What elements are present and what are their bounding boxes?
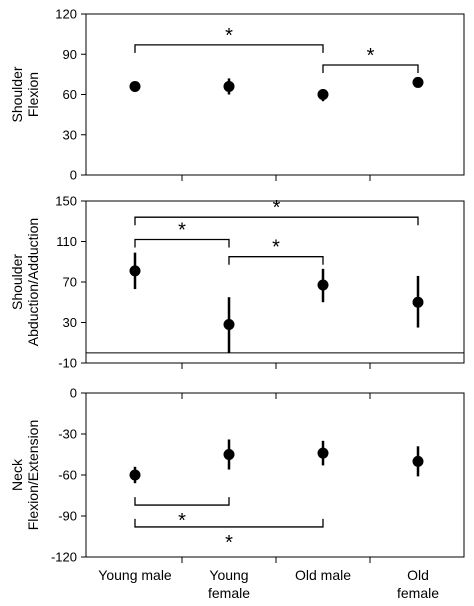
y-tick-label: 150 [55, 194, 77, 209]
y-tick-label: -90 [58, 509, 77, 524]
significance-bracket [134, 518, 324, 528]
y-tick-label: 70 [63, 275, 77, 290]
y-axis-label-line: Flexion/Extension [25, 420, 41, 531]
panel-shoulder-flexion: 0 30 60 90 120 ShoulderFlexion * * [9, 7, 465, 183]
significance-bracket [322, 64, 419, 73]
plot-frame [85, 13, 465, 176]
y-axis-label-line: Shoulder [9, 66, 25, 122]
plot-frame [85, 200, 465, 364]
significance-star: * [272, 237, 280, 259]
data-point [317, 89, 329, 100]
category-label: Old female [397, 567, 439, 601]
y-axis-label-line: Abduction/Adduction [25, 218, 41, 346]
category-label-line: female [397, 585, 439, 601]
panel-neck-flexion-extension: -120 -90 -60 -30 0 NeckFlexion/Extension * * You… [9, 386, 465, 601]
significance-bracket [134, 216, 419, 226]
data-point [223, 319, 235, 331]
significance-bracket [134, 44, 324, 53]
y-tick-label: 30 [63, 127, 77, 142]
category-label-line: Old [407, 567, 429, 583]
data-point [412, 296, 424, 308]
y-axis-label-line: Shoulder [9, 254, 25, 310]
y-tick-label: 0 [70, 168, 77, 183]
y-tick-label: 60 [63, 87, 77, 102]
significance-star: * [178, 219, 186, 241]
significance-star: * [225, 25, 233, 47]
y-axis-label: ShoulderAbduction/Adduction [9, 218, 41, 346]
y-tick-label: -30 [58, 427, 77, 442]
y-tick-label: 90 [63, 47, 77, 62]
data-point [317, 447, 329, 459]
y-tick-label: 30 [63, 315, 77, 330]
y-axis-label-line: Neck [9, 458, 25, 491]
y-axis-label-line: Flexion [25, 72, 41, 117]
significance-star: * [273, 197, 281, 219]
data-point [223, 80, 235, 92]
significance-star: * [367, 45, 375, 67]
data-point [317, 279, 329, 291]
y-tick-label: 110 [56, 234, 77, 249]
data-point [412, 455, 424, 467]
category-label-line: Young [209, 567, 248, 583]
y-tick-label: 0 [70, 386, 77, 401]
y-tick-label: -120 [51, 550, 77, 565]
significance-bracket [134, 238, 230, 248]
significance-bracket [134, 497, 230, 506]
y-tick-label: -60 [58, 468, 77, 483]
category-label-line: Young male [98, 567, 172, 583]
y-tick-label: 120 [55, 7, 77, 22]
category-label-line: female [208, 585, 250, 601]
category-label-line: Old male [295, 567, 351, 583]
category-label: Old male [295, 567, 351, 583]
plot-frame [85, 392, 465, 558]
y-tick-label: -10 [58, 356, 77, 371]
significance-star: * [225, 532, 233, 554]
significance-bracket [228, 256, 324, 265]
data-point [129, 80, 141, 92]
y-axis-label: ShoulderFlexion [9, 66, 41, 122]
data-point [129, 265, 141, 277]
data-point [129, 469, 141, 481]
data-point [412, 76, 424, 88]
category-label: Young female [208, 567, 250, 601]
category-label: Young male [98, 567, 172, 583]
significance-star: * [178, 510, 186, 532]
panel-shoulder-abduction-adduction: -10 30 70 110 150 ShoulderAbduction/Adduction… [9, 194, 465, 371]
y-axis-label: NeckFlexion/Extension [9, 420, 41, 531]
data-point [223, 449, 235, 460]
